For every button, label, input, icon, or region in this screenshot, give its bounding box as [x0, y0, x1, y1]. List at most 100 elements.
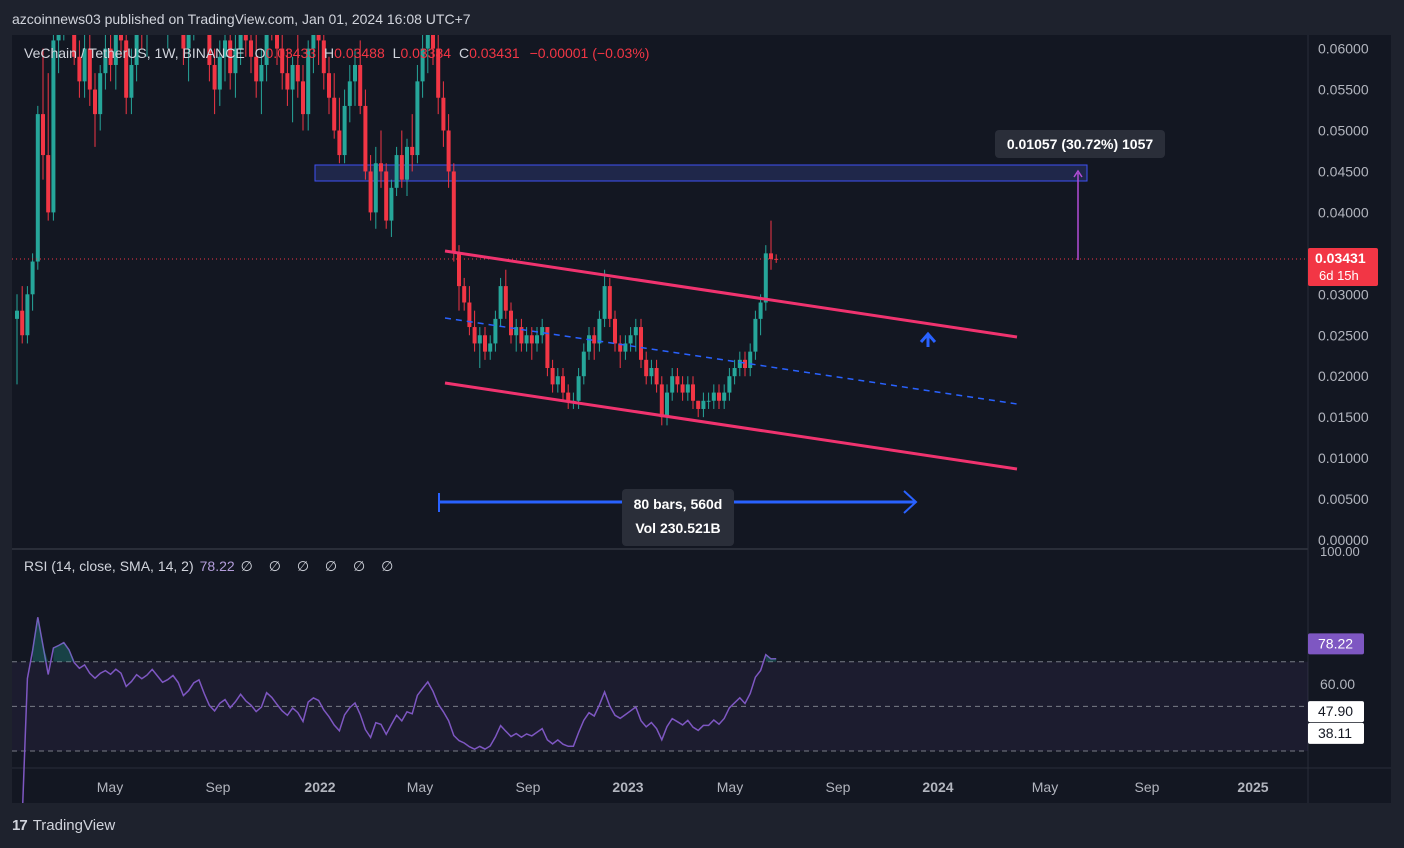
candle-body [379, 163, 383, 172]
candle-body [509, 310, 513, 336]
candle-body [535, 335, 539, 344]
rsi-value-tag [1308, 633, 1364, 655]
h-label: H [324, 45, 335, 61]
candle-body [701, 400, 706, 409]
candle-body [691, 384, 695, 401]
current-price-tag [1308, 248, 1378, 287]
date-range-line2: Vol 230.521B [635, 520, 720, 536]
price-tick-label: 0.00500 [1318, 491, 1369, 507]
c-label: C [458, 45, 470, 61]
price-tick-label: 0.02000 [1318, 368, 1369, 384]
chart-svg[interactable]: 0.01057 (30.72%) 1057 80 bars, 560d Vol 23… [12, 35, 1391, 803]
candle-body [134, 35, 139, 65]
candle-body [545, 327, 550, 369]
l-label: L [392, 45, 401, 61]
candle-body [519, 327, 524, 344]
candle-body [561, 376, 565, 393]
rsi-sma-label: 47.90 [1318, 703, 1353, 719]
candle-body [639, 327, 643, 360]
channel-midline [444, 317, 1018, 405]
candle-body [399, 155, 404, 180]
candle-body [514, 327, 519, 336]
symbol-legend: VeChain / TetherUS, 1W, BINANCE O0.03433… [24, 45, 649, 61]
date-range-box [622, 489, 734, 546]
candle-body [592, 335, 597, 344]
candle-body [113, 35, 118, 65]
candle-body [644, 359, 649, 377]
candle-body [441, 97, 446, 131]
candle-body [420, 48, 425, 82]
price-tick-label: 0.06000 [1318, 41, 1369, 57]
candle-body [223, 40, 227, 57]
candle-body [41, 114, 45, 156]
breakout-arrow-icon [919, 331, 937, 347]
candle-body [524, 335, 529, 344]
resistance-zone [314, 164, 1088, 182]
candle-body [103, 48, 108, 74]
candle-body [280, 48, 285, 74]
candle-body [358, 64, 363, 106]
candle-body [628, 335, 633, 344]
rsi-overbought-fill [32, 617, 777, 662]
time-tick-label: Sep [1135, 779, 1160, 795]
time-tick-label: 2022 [304, 779, 335, 795]
rsi-value-label: 78.22 [1318, 635, 1353, 651]
candle-body [290, 64, 295, 90]
o-label: O [254, 45, 266, 61]
candle-body [555, 376, 560, 385]
candle-body [238, 35, 243, 49]
footer-brand: TradingView [32, 817, 116, 834]
candle-body [87, 48, 92, 90]
rsi-lower-tag [1308, 722, 1364, 744]
candle-body [295, 64, 300, 82]
candle-body [108, 48, 113, 65]
candle-body [15, 310, 19, 319]
candle-body [368, 171, 373, 213]
candle-body [743, 359, 747, 369]
candle-body [425, 35, 430, 49]
candle-body [649, 368, 654, 377]
price-tick-label: 0.02500 [1318, 327, 1369, 343]
candle-body [35, 114, 40, 262]
candle-body [493, 318, 498, 344]
tradingview-logo-icon: 17 [12, 817, 28, 834]
countdown-label: 6d 15h [1319, 268, 1359, 283]
candle-body [613, 318, 617, 344]
candles [15, 35, 779, 426]
candle-body [540, 327, 545, 336]
candle-body [264, 35, 269, 65]
candle-body [30, 261, 35, 295]
candle-body [597, 318, 602, 344]
time-tick-label: May [717, 779, 743, 795]
rsi-legend-label: RSI (14, close, SMA, 14, 2) [24, 558, 194, 574]
time-tick-label: May [97, 779, 123, 795]
rsi-legend: RSI (14, close, SMA, 14, 2) 78.22 ∅ ∅ ∅ ∅ … [24, 558, 399, 575]
candle-body [711, 392, 716, 401]
candle-body [431, 35, 435, 49]
candle-body [259, 64, 264, 82]
rsi-line [22, 617, 777, 803]
candle-body [337, 130, 342, 156]
footer[interactable]: 17 TradingView [12, 817, 115, 834]
candle-body [301, 81, 305, 115]
candle-body [25, 294, 30, 336]
candle-body [124, 40, 129, 98]
candle-body [181, 35, 186, 49]
drawings: 0.01057 (30.72%) 1057 80 bars, 560d Vol 23… [12, 130, 1308, 546]
candle-body [457, 253, 461, 287]
channel-upper-line [444, 249, 1018, 339]
candle-body [363, 105, 368, 172]
candle-body [633, 327, 638, 336]
candle-body [607, 286, 612, 319]
candle-body [748, 351, 753, 369]
candle-body [451, 171, 456, 254]
candle-body [285, 73, 290, 90]
candle-body [732, 368, 737, 377]
chart-frame[interactable]: 0.01057 (30.72%) 1057 80 bars, 560d Vol 23… [12, 35, 1391, 803]
candle-body [306, 48, 311, 115]
candle-body [353, 64, 357, 82]
rsi-sma-tag [1308, 701, 1364, 723]
date-range-line1: 80 bars, 560d [634, 496, 723, 512]
candle-body [680, 384, 685, 393]
price-tick-label: 0.01000 [1318, 450, 1369, 466]
